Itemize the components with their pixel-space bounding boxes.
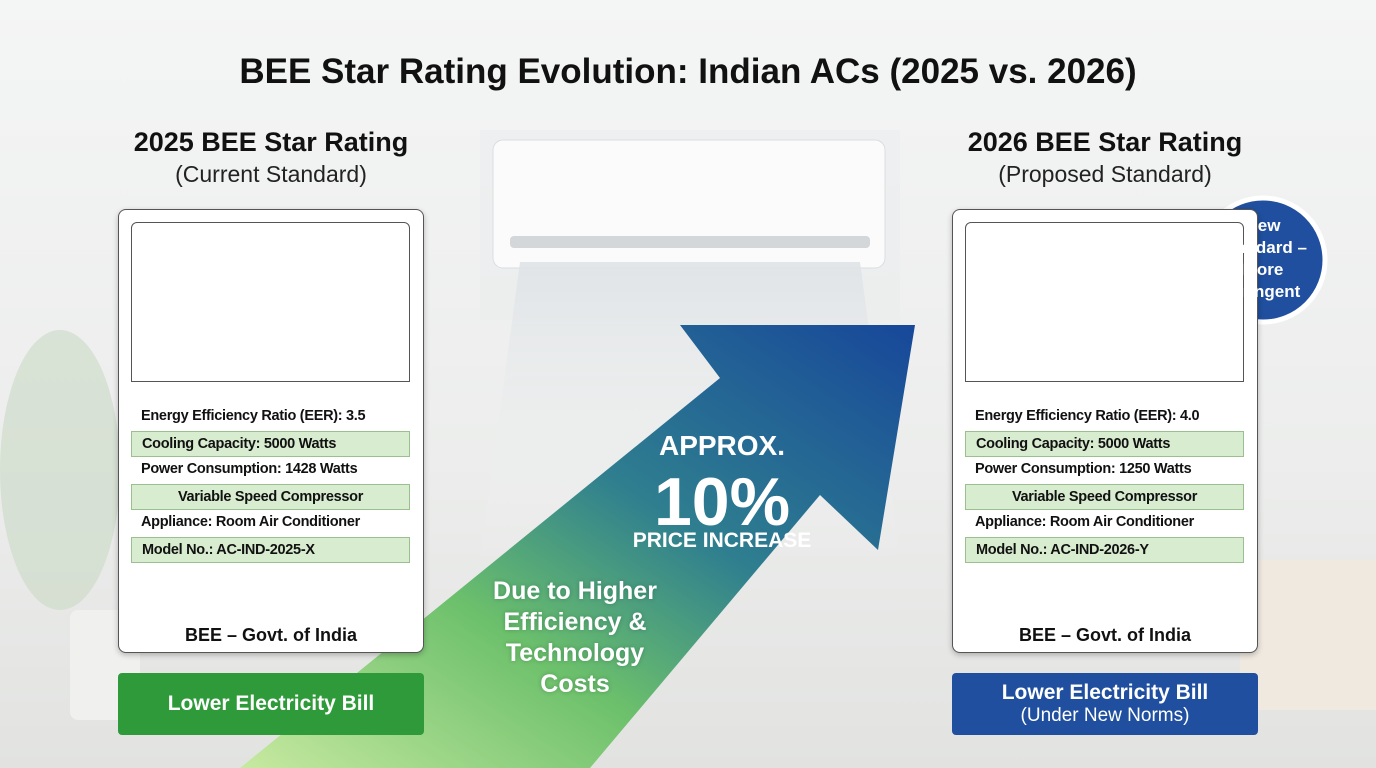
plant xyxy=(0,330,120,610)
arrow-text: PRICE INCREASE xyxy=(632,529,812,552)
spec-row: Variable Speed Compressor xyxy=(965,483,1244,510)
benefit-button: Lower Electricity Bill xyxy=(118,673,424,735)
spec-row: Appliance: Room Air Conditioner xyxy=(975,514,1194,531)
spec-row: Variable Speed Compressor xyxy=(131,483,410,510)
card-footer: BEE – Govt. of India xyxy=(1018,625,1192,645)
spec-row: Appliance: Room Air Conditioner xyxy=(141,514,360,531)
title: BEE Star Rating Evolution: Indian ACs (2… xyxy=(239,52,1137,91)
panel-heading: 2025 BEE Star Rating xyxy=(133,127,409,157)
spec-row: Cooling Capacity: 5000 Watts xyxy=(131,430,410,457)
arrow-text: APPROX. xyxy=(658,430,786,461)
spec-row: Energy Efficiency Ratio (EER): 3.5 xyxy=(141,408,366,424)
spec-row: Power Consumption: 1428 Watts xyxy=(141,461,358,478)
spec-row: Cooling Capacity: 5000 Watts xyxy=(965,430,1244,457)
panel-heading: 2026 BEE Star Rating xyxy=(967,127,1243,157)
arrow-note: Due to Higher Efficiency & Technology Co… xyxy=(493,577,657,698)
star-box xyxy=(131,222,410,382)
ac-unit xyxy=(492,139,886,269)
button-text: Lower Electricity Bill xyxy=(167,692,375,715)
panel-subheading: (Proposed Standard) xyxy=(998,161,1212,187)
price-arrow xyxy=(240,325,915,768)
card-footer: BEE – Govt. of India xyxy=(184,625,358,645)
spec-row: Model No.: AC-IND-2025-X xyxy=(131,537,410,563)
ac-vent xyxy=(510,236,870,248)
arrow-text: 10% xyxy=(653,464,791,540)
panel-subheading: (Current Standard) xyxy=(175,161,367,187)
spec-row: Energy Efficiency Ratio (EER): 4.0 xyxy=(975,408,1200,424)
badge-text: New Standard – More Stringent xyxy=(1219,216,1307,301)
spec-row: Power Consumption: 1250 Watts xyxy=(975,461,1192,478)
star-box xyxy=(965,222,1244,382)
button-text: Lower Electricity Bill xyxy=(1001,681,1209,704)
benefit-button: Lower Electricity Bill (Under New Norms) xyxy=(952,673,1258,735)
button-text: (Under New Norms) xyxy=(1020,705,1190,726)
cabinet xyxy=(1240,560,1376,710)
spec-row: Model No.: AC-IND-2026-Y xyxy=(965,537,1244,563)
